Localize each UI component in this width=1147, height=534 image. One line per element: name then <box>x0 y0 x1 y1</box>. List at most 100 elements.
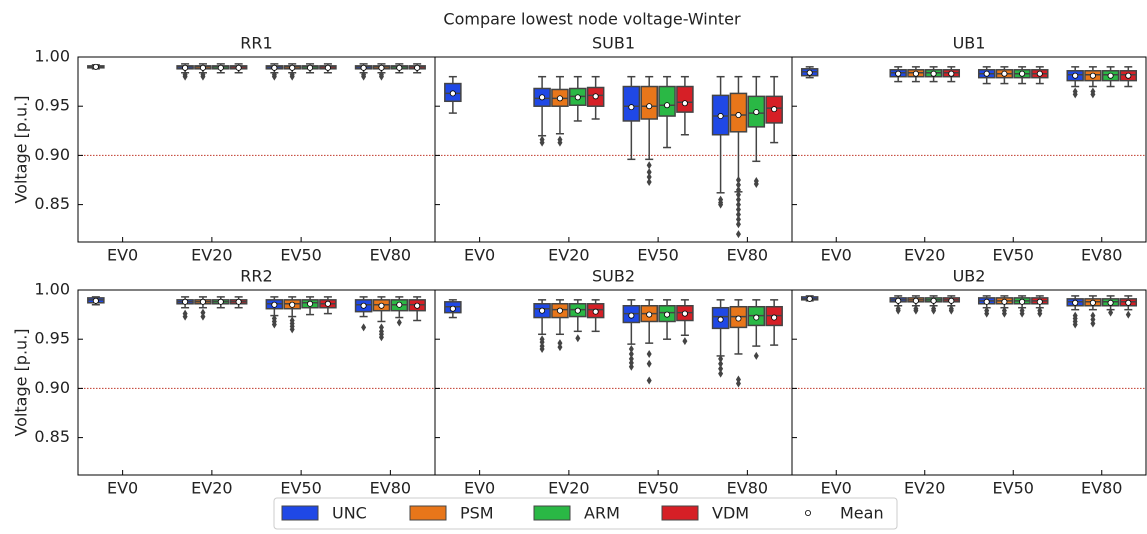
outlier <box>931 304 937 313</box>
mean-marker <box>539 307 546 314</box>
outlier <box>557 135 563 144</box>
outlier <box>1037 306 1043 315</box>
outlier <box>735 180 741 189</box>
mean-marker <box>271 301 278 308</box>
outlier <box>1090 87 1096 96</box>
mean-marker <box>895 70 902 77</box>
x-tick-label: EV20 <box>191 479 232 498</box>
x-tick-label: EV50 <box>637 246 678 265</box>
x-tick-label: EV20 <box>904 479 945 498</box>
y-tick-label: 0.85 <box>34 427 70 446</box>
outlier <box>718 354 724 363</box>
mean-marker <box>378 64 385 71</box>
x-tick-label: EV80 <box>370 479 411 498</box>
outlier <box>984 306 990 315</box>
x-tick-label: EV20 <box>191 246 232 265</box>
outlier <box>1072 311 1078 320</box>
mean-marker <box>235 298 242 305</box>
outlier <box>718 195 724 204</box>
plot-frame <box>791 56 1147 243</box>
outlier <box>396 318 402 327</box>
outlier <box>735 190 741 199</box>
mean-marker <box>1107 299 1114 306</box>
mean-marker <box>324 64 331 71</box>
mean-marker <box>449 90 456 97</box>
mean-marker <box>396 64 403 71</box>
x-tick-label: EV20 <box>548 246 589 265</box>
outlier <box>271 314 277 323</box>
mean-marker <box>449 305 456 312</box>
outlier <box>1001 306 1007 315</box>
outlier <box>539 135 545 144</box>
x-tick-label: EV80 <box>727 246 768 265</box>
legend-label: UNC <box>332 504 367 523</box>
mean-marker <box>92 63 99 70</box>
outlier <box>646 376 652 385</box>
outlier <box>289 316 295 325</box>
outlier <box>289 70 295 79</box>
mean-marker <box>1125 72 1132 79</box>
mean-marker <box>217 298 224 305</box>
outlier <box>646 177 652 186</box>
box <box>676 85 694 113</box>
outlier <box>378 323 384 332</box>
mean-marker <box>396 301 403 308</box>
mean-marker <box>1001 70 1008 77</box>
outlier <box>948 304 954 313</box>
outlier <box>753 351 759 360</box>
outlier <box>735 230 741 239</box>
outlier <box>200 70 206 79</box>
outlier <box>539 335 545 344</box>
outlier <box>628 345 634 354</box>
outlier <box>200 308 206 317</box>
outlier <box>628 349 634 358</box>
mean-marker <box>1036 70 1043 77</box>
mean-marker <box>806 295 813 302</box>
panel-title: SUB2 <box>592 267 635 286</box>
x-tick-label: EV50 <box>637 479 678 498</box>
box <box>622 85 641 122</box>
x-tick-label: EV80 <box>1081 246 1122 265</box>
y-tick-label: 1.00 <box>34 280 70 299</box>
y-tick-label: 0.90 <box>34 378 70 397</box>
outlier <box>895 304 901 313</box>
mean-marker <box>717 113 724 120</box>
mean-marker <box>199 298 206 305</box>
mean-marker <box>771 314 778 321</box>
x-tick-label: EV80 <box>370 246 411 265</box>
outlier <box>1090 311 1096 320</box>
outlier <box>182 309 188 318</box>
mean-marker <box>983 70 990 77</box>
outlier <box>628 354 634 363</box>
x-tick-label: EV0 <box>107 246 138 265</box>
mean-marker <box>182 64 189 71</box>
outlier <box>646 359 652 368</box>
mean-marker <box>646 311 653 318</box>
mean-marker <box>592 308 599 315</box>
panel-title: UB2 <box>953 267 986 286</box>
outlier <box>361 323 367 332</box>
mean-marker <box>414 64 421 71</box>
mean-marker <box>912 70 919 77</box>
mean-marker <box>1089 72 1096 79</box>
outlier <box>1108 308 1114 317</box>
y-tick-label: 1.00 <box>34 47 70 66</box>
legend-mean-marker <box>805 509 812 516</box>
x-tick-label: EV0 <box>821 246 852 265</box>
y-tick-label: 0.90 <box>34 145 70 164</box>
mean-marker <box>948 297 955 304</box>
mean-marker <box>930 70 937 77</box>
legend-label: PSM <box>460 504 494 523</box>
outlier <box>735 200 741 209</box>
x-tick-label: EV50 <box>280 479 321 498</box>
plot-frame <box>77 56 436 243</box>
outlier <box>557 339 563 348</box>
x-tick-label: EV0 <box>107 479 138 498</box>
outlier <box>378 70 384 79</box>
mean-marker <box>681 100 688 107</box>
mean-marker <box>735 112 742 119</box>
mean-marker <box>628 104 635 111</box>
plot-frame <box>791 289 1147 476</box>
outlier <box>735 375 741 384</box>
